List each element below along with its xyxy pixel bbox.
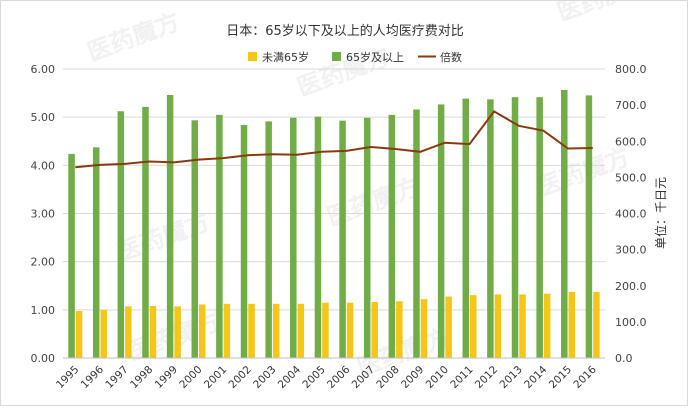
watermark-3: 医药魔方 <box>113 207 213 266</box>
y-right-axis-title: 单位：千日元 <box>653 177 668 249</box>
legend-label-1: 65岁及以上 <box>346 50 404 64</box>
bar-under-65-2003 <box>272 303 280 358</box>
bar-65-plus-2003 <box>265 121 272 358</box>
y-left-tick-label: 1.00 <box>31 304 56 317</box>
y-left-tick-label: 4.00 <box>31 159 56 172</box>
bar-under-65-2010 <box>445 296 452 358</box>
bar-under-65-2008 <box>396 301 403 358</box>
y-right-tick-label: 0.0 <box>615 352 633 365</box>
bar-65-plus-2015 <box>561 89 568 358</box>
bar-65-plus-2001 <box>216 114 223 358</box>
bar-65-plus-2004 <box>290 117 297 358</box>
x-tick-label: 2009 <box>399 364 426 391</box>
y-right-tick-label: 100.0 <box>615 316 647 329</box>
bar-under-65-2006 <box>346 302 354 358</box>
y-right-tick-label: 200.0 <box>615 280 647 293</box>
y-left-tick-label: 6.00 <box>31 63 56 76</box>
y-right-tick-label: 400.0 <box>615 208 647 221</box>
bar-under-65-2016 <box>593 291 600 358</box>
bar-65-plus-2002 <box>240 124 248 359</box>
bar-under-65-1995 <box>75 311 83 358</box>
x-tick-label: 2003 <box>251 364 278 391</box>
x-tick-label: 2001 <box>202 364 229 391</box>
bar-65-plus-2013 <box>511 97 519 359</box>
ratio-line-path <box>75 110 593 169</box>
bar-65-plus-2007 <box>363 117 371 358</box>
bar-under-65-2012 <box>494 294 502 358</box>
bar-under-65-2005 <box>322 302 329 358</box>
bar-under-65-2014 <box>543 293 551 358</box>
legend-label-0: 未满65岁 <box>262 50 309 64</box>
bar-65-plus-1996 <box>92 147 100 358</box>
bar-under-65-2007 <box>371 302 378 358</box>
bar-under-65-2001 <box>223 303 231 358</box>
chart-title: 日本：65岁以下及以上的人均医疗费对比 <box>226 23 464 39</box>
bar-under-65-2000 <box>199 304 206 358</box>
bar-under-65-2015 <box>568 291 576 358</box>
x-tick-label: 1996 <box>79 363 107 391</box>
y-right-tick-label: 600.0 <box>615 135 647 148</box>
bar-65-plus-2010 <box>437 104 445 358</box>
y-left-tick-label: 0.00 <box>31 352 56 365</box>
x-tick-label: 2002 <box>227 364 254 391</box>
y-left-tick-label: 3.00 <box>31 208 56 221</box>
legend: 未满65岁 65岁及以上 倍数 <box>248 50 462 64</box>
x-tick-label: 2016 <box>571 363 599 391</box>
bar-65-plus-2000 <box>191 120 198 358</box>
y-right-tick-label: 700.0 <box>615 99 647 112</box>
bar-under-65-1997 <box>125 306 132 358</box>
bar-65-plus-2012 <box>487 99 494 358</box>
legend-swatch-1 <box>332 52 341 61</box>
y-right-tick-label: 500.0 <box>615 171 647 184</box>
bar-65-plus-1998 <box>142 106 149 359</box>
x-tick-label: 1998 <box>128 364 155 391</box>
bar-65-plus-2005 <box>314 116 322 358</box>
bar-65-plus-2008 <box>388 114 396 358</box>
x-tick-label: 2015 <box>547 364 574 391</box>
x-tick-label: 2012 <box>473 364 500 391</box>
y-left-tick-label: 2.00 <box>31 256 56 269</box>
bar-under-65-2004 <box>297 303 305 358</box>
x-tick-label: 2014 <box>522 363 550 391</box>
x-tick-label: 2010 <box>424 364 451 391</box>
watermark-2: 医药魔方 <box>553 1 653 27</box>
x-tick-label: 2000 <box>177 364 204 391</box>
bar-65-plus-1999 <box>166 95 174 358</box>
bar-65-plus-1995 <box>68 153 75 358</box>
bar-65-plus-2014 <box>536 97 543 359</box>
watermark-4: 医药魔方 <box>323 172 423 231</box>
bar-under-65-2011 <box>470 295 477 358</box>
x-tick-label: 2005 <box>300 364 327 391</box>
x-tick-label: 2006 <box>325 363 353 391</box>
y-right-tick-label: 800.0 <box>615 63 647 76</box>
bar-65-plus-2006 <box>339 120 346 358</box>
x-tick-label: 2004 <box>276 363 304 391</box>
y-right-tick-label: 300.0 <box>615 244 647 257</box>
y-left-tick-label: 5.00 <box>31 111 56 124</box>
watermark-0: 医药魔方 <box>83 7 183 66</box>
x-tick-label: 1999 <box>153 364 180 391</box>
ratio-line <box>75 110 593 169</box>
bar-under-65-2013 <box>519 294 526 358</box>
legend-label-2: 倍数 <box>440 50 462 64</box>
x-tick-label: 1997 <box>103 364 130 391</box>
bar-65-plus-1997 <box>117 111 125 358</box>
bar-under-65-2009 <box>420 299 428 358</box>
x-tick-label: 2011 <box>448 364 475 391</box>
bars <box>68 89 600 359</box>
bar-under-65-1996 <box>100 309 107 358</box>
bar-under-65-2002 <box>248 303 255 358</box>
bar-under-65-1999 <box>174 306 181 358</box>
legend-swatch-0 <box>248 52 257 61</box>
bar-65-plus-2011 <box>462 98 469 358</box>
x-tick-label: 2013 <box>498 364 525 391</box>
bar-under-65-1998 <box>149 305 157 358</box>
x-tick-label: 1995 <box>54 364 81 391</box>
bar-65-plus-2009 <box>413 109 420 359</box>
bar-65-plus-2016 <box>585 95 593 358</box>
